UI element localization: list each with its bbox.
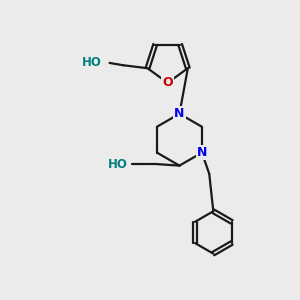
Text: N: N: [197, 146, 207, 159]
Text: HO: HO: [82, 56, 102, 69]
Text: O: O: [162, 76, 173, 89]
Text: HO: HO: [107, 158, 127, 171]
Text: N: N: [174, 107, 184, 120]
